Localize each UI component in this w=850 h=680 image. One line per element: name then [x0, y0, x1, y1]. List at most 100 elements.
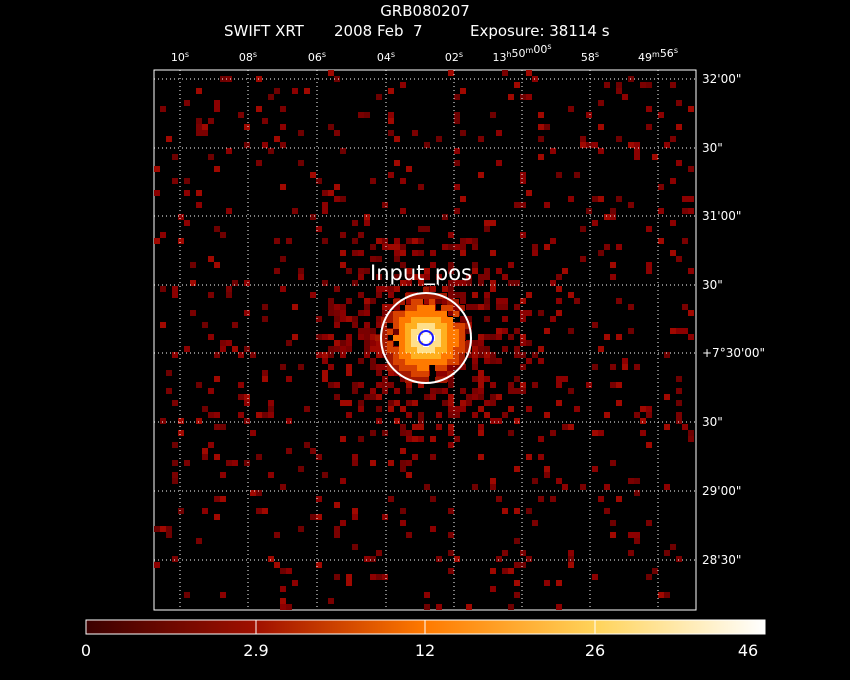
event-pixel	[682, 196, 688, 202]
event-pixel	[478, 454, 484, 460]
source-pixel	[399, 353, 405, 359]
event-pixel	[442, 400, 448, 406]
event-pixel	[172, 400, 178, 406]
event-pixel	[460, 280, 466, 286]
source-pixel	[453, 359, 459, 365]
event-pixel	[622, 358, 628, 364]
event-pixel	[424, 142, 430, 148]
event-pixel	[340, 262, 346, 268]
event-pixel	[436, 298, 442, 304]
event-pixel	[358, 268, 364, 274]
source-pixel	[393, 359, 399, 365]
event-pixel	[556, 478, 562, 484]
event-pixel	[472, 352, 478, 358]
event-pixel	[538, 124, 544, 130]
event-pixel	[382, 388, 388, 394]
event-pixel	[646, 442, 652, 448]
event-pixel	[214, 226, 220, 232]
event-pixel	[538, 436, 544, 442]
event-pixel	[670, 220, 676, 226]
event-pixel	[502, 316, 508, 322]
event-pixel	[508, 280, 514, 286]
event-pixel	[460, 316, 466, 322]
source-pixel	[417, 371, 423, 377]
event-pixel	[688, 196, 694, 202]
event-pixel	[496, 334, 502, 340]
source-pixel	[423, 311, 429, 317]
event-pixel	[178, 430, 184, 436]
event-pixel	[376, 94, 382, 100]
event-pixel	[670, 250, 676, 256]
event-pixel	[472, 262, 478, 268]
event-pixel	[166, 136, 172, 142]
event-pixel	[610, 262, 616, 268]
event-pixel	[628, 202, 634, 208]
event-pixel	[406, 460, 412, 466]
event-pixel	[274, 238, 280, 244]
event-pixel	[280, 106, 286, 112]
event-pixel	[472, 268, 478, 274]
event-pixel	[358, 250, 364, 256]
event-pixel	[178, 418, 184, 424]
event-pixel	[490, 358, 496, 364]
source-pixel	[429, 311, 435, 317]
event-pixel	[328, 70, 334, 76]
event-pixel	[688, 268, 694, 274]
event-pixel	[544, 202, 550, 208]
event-pixel	[658, 184, 664, 190]
source-pixel	[459, 335, 465, 341]
event-pixel	[610, 532, 616, 538]
event-pixel	[526, 310, 532, 316]
event-pixel	[472, 412, 478, 418]
event-pixel	[244, 418, 250, 424]
event-pixel	[184, 346, 190, 352]
source-pixel	[465, 341, 471, 347]
event-pixel	[514, 592, 520, 598]
source-pixel	[429, 323, 435, 329]
event-pixel	[310, 214, 316, 220]
event-pixel	[280, 184, 286, 190]
event-pixel	[448, 364, 454, 370]
event-pixel	[670, 136, 676, 142]
event-pixel	[454, 118, 460, 124]
event-pixel	[526, 556, 532, 562]
event-pixel	[586, 382, 592, 388]
event-pixel	[466, 274, 472, 280]
event-pixel	[664, 352, 670, 358]
event-pixel	[478, 280, 484, 286]
source-pixel	[459, 353, 465, 359]
event-pixel	[448, 532, 454, 538]
event-pixel	[496, 556, 502, 562]
event-pixel	[646, 106, 652, 112]
event-pixel	[334, 526, 340, 532]
event-pixel	[304, 406, 310, 412]
event-pixel	[688, 310, 694, 316]
event-pixel	[160, 106, 166, 112]
source-pixel	[417, 359, 423, 365]
event-pixel	[298, 268, 304, 274]
event-pixel	[334, 286, 340, 292]
event-pixel	[376, 352, 382, 358]
event-pixel	[316, 226, 322, 232]
source-pixel	[411, 377, 417, 383]
event-pixel	[562, 484, 568, 490]
ra-tick-label: 06s	[308, 50, 326, 64]
event-pixel	[388, 496, 394, 502]
source-pixel	[411, 365, 417, 371]
source-pixel	[435, 317, 441, 323]
event-pixel	[364, 556, 370, 562]
event-pixel	[406, 298, 412, 304]
event-pixel	[214, 262, 220, 268]
event-pixel	[514, 418, 520, 424]
event-pixel	[526, 508, 532, 514]
event-pixel	[478, 136, 484, 142]
event-pixel	[172, 352, 178, 358]
event-pixel	[496, 418, 502, 424]
instrument-label: SWIFT XRT	[224, 22, 305, 40]
event-pixel	[400, 424, 406, 430]
source-pixel	[447, 341, 453, 347]
event-pixel	[652, 154, 658, 160]
event-pixel	[226, 148, 232, 154]
event-pixel	[568, 196, 574, 202]
event-pixel	[490, 382, 496, 388]
